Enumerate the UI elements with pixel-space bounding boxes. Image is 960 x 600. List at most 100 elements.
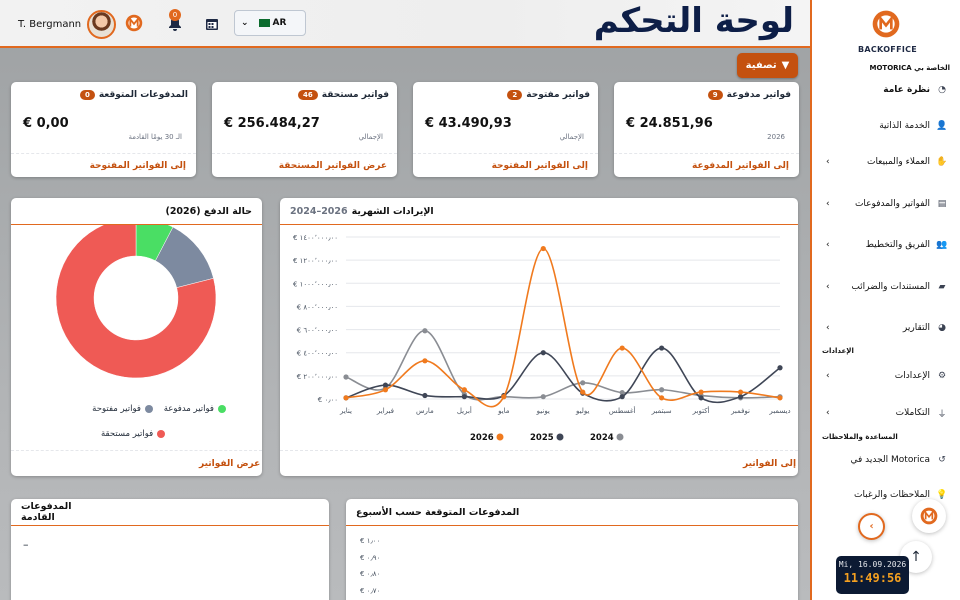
legend-dot[interactable] — [496, 433, 504, 441]
x-tick-label: ديسمبر — [768, 407, 790, 415]
kpi-link[interactable]: إلى الفواتير المفتوحة — [11, 153, 196, 177]
legend-item-overdue[interactable]: فواتير مستحقة — [101, 429, 166, 439]
kpi-count-badge: 0 — [79, 90, 95, 100]
kpi-card-open: فواتير مفتوحة 2 € 43.490,93 الإجمالي إلى … — [413, 82, 598, 177]
data-point[interactable] — [777, 365, 783, 371]
y-tick: € ١٫٠٠ — [360, 537, 381, 545]
data-point[interactable] — [422, 328, 428, 334]
sidebar-item-customers[interactable]: ‹ العملاء والمبيعات ✋ — [826, 156, 948, 168]
y-tick-label: € ٤٠٠٬٠٠٠٫٠٠ — [297, 350, 338, 358]
legend-dot — [218, 404, 226, 413]
user-name: T. Bergmann — [18, 18, 82, 30]
kpi-link[interactable]: إلى الفواتير المدفوعة — [614, 153, 799, 177]
x-tick-label: يناير — [339, 407, 352, 415]
data-point[interactable] — [619, 394, 625, 400]
weekly-title: المدفوعات المتوقعة حسب الأسبوع — [346, 499, 798, 526]
data-point[interactable] — [422, 358, 428, 364]
sidebar-item-reports[interactable]: ‹ التقارير ◕ — [814, 315, 960, 341]
data-point[interactable] — [343, 374, 349, 380]
payment-status-donut[interactable] — [11, 217, 262, 415]
kpi-link[interactable]: إلى الفواتير المفتوحة — [413, 153, 598, 177]
data-point[interactable] — [698, 389, 704, 395]
y-tick-label: € ١٠٠٠٬٠٠٠٫٠٠ — [293, 280, 338, 288]
sidebar-item-whats-new[interactable]: الجديد في Motorica ↺ — [814, 447, 960, 473]
pie-chart-icon: ◕ — [938, 323, 946, 333]
x-tick-label: مارس — [416, 407, 434, 415]
avatar[interactable] — [87, 9, 117, 39]
y-tick-label: € ٠٫٠٠ — [318, 396, 338, 404]
brand-logo[interactable]: BACKOFFICE — [858, 8, 917, 54]
folder-icon: ▰ — [938, 282, 946, 292]
revenue-title: الإيرادات الشهرية — [351, 205, 434, 217]
data-point[interactable] — [540, 394, 546, 400]
sidebar-item-invoices[interactable]: ‹ الفواتير والمدفوعات ▤ — [826, 198, 947, 210]
chevron-left-icon: ‹ — [869, 521, 874, 532]
kpi-title: فواتير مستحقة — [321, 90, 389, 100]
x-tick-label: أكتوبر — [692, 406, 710, 415]
data-point[interactable] — [422, 392, 428, 399]
y-tick-label: € ٦٠٠٬٠٠٠٫٠٠ — [297, 327, 338, 335]
motorica-logo-icon[interactable] — [123, 12, 145, 34]
filter-label: تصفية — [745, 60, 777, 71]
sidebar-item-settings[interactable]: ‹ الإعدادات ⚙ — [826, 370, 947, 382]
data-point[interactable] — [501, 394, 507, 400]
arrow-up-icon: ↑ — [910, 549, 922, 565]
sidebar-item-integrations[interactable]: ‹ التكاملات ⏚ — [826, 407, 947, 420]
series-line-2024[interactable] — [345, 329, 781, 401]
x-tick-label: يوليو — [575, 407, 589, 415]
language-select[interactable]: ⌄ AR — [234, 10, 306, 36]
to-invoices-link[interactable]: إلى الفواتير — [280, 450, 798, 476]
kpi-subtitle: الإجمالي — [559, 133, 584, 141]
legend-item-open[interactable]: فواتير مفتوحة — [92, 404, 153, 414]
filter-button[interactable]: تصفية ▼ — [737, 53, 798, 78]
series-line-2026[interactable] — [345, 247, 781, 408]
x-tick-label: سبتمبر — [651, 407, 672, 415]
data-point[interactable] — [777, 395, 783, 401]
data-point[interactable] — [343, 395, 349, 401]
donut-legend: فواتير مدفوعة فواتير مفتوحة — [71, 404, 226, 414]
series-line-2025[interactable] — [345, 347, 781, 404]
data-point[interactable] — [737, 389, 744, 395]
data-point[interactable] — [382, 387, 389, 393]
data-point[interactable] — [619, 390, 625, 396]
kpi-link[interactable]: عرض الفواتير المستحقة — [212, 153, 397, 177]
data-point[interactable] — [461, 387, 467, 393]
sidebar-item-self-service[interactable]: الخدمة الذاتية 👤 — [879, 120, 948, 132]
data-point[interactable] — [659, 387, 665, 393]
data-point[interactable] — [580, 389, 586, 395]
legend-dot[interactable] — [556, 433, 564, 441]
kpi-count-badge: 46 — [298, 90, 318, 100]
data-point[interactable] — [659, 345, 665, 351]
legend-item-paid[interactable]: فواتير مدفوعة — [164, 404, 226, 414]
revenue-range: 2024–2026 — [290, 205, 348, 217]
data-point[interactable] — [659, 395, 665, 401]
legend-dot[interactable] — [616, 433, 624, 441]
motorica-assistant-button[interactable] — [912, 499, 946, 533]
sidebar-item-team[interactable]: ‹ الفريق والتخطيط 👥 — [826, 239, 948, 251]
sidebar-item-overview[interactable]: نظرة عامة ◔ — [814, 77, 960, 103]
x-tick-label: أبريل — [457, 406, 472, 415]
chevron-down-icon: ⌄ — [241, 18, 249, 28]
data-point[interactable] — [540, 350, 546, 356]
data-point[interactable] — [698, 395, 704, 401]
user-menu[interactable]: T. Bergmann — [18, 9, 117, 39]
collapse-sidebar-button[interactable]: ‹ — [858, 513, 885, 540]
monthly-revenue-chart[interactable]: € ٠٫٠٠ € ٢٠٠٬٠٠٠٫٠٠ € ٤٠٠٬٠٠٠٫٠٠ € ٦٠٠٬٠٠٠٫… — [280, 225, 798, 450]
view-invoices-link[interactable]: عرض الفواتير — [11, 450, 262, 476]
sidebar-item-documents[interactable]: ‹ المستندات والضرائب ▰ — [814, 274, 960, 300]
kpi-title: فواتير مدفوعة — [726, 90, 791, 100]
sidebar-item-feedback[interactable]: الملاحظات والرغبات 💡 — [853, 489, 948, 501]
data-point[interactable] — [580, 380, 586, 386]
data-point[interactable] — [737, 394, 744, 400]
chevron-left-icon: ‹ — [826, 240, 830, 250]
donut-slice[interactable] — [55, 217, 217, 379]
notification-badge: 0 — [169, 9, 181, 21]
language-label: AR — [272, 18, 287, 28]
calendar-icon[interactable] — [201, 13, 223, 35]
kpi-subtitle: الـ 30 يومًا القادمة — [128, 133, 182, 141]
data-point[interactable] — [382, 382, 389, 388]
data-point[interactable] — [461, 394, 467, 400]
data-point[interactable] — [540, 245, 546, 252]
sidebar-subtitle: MOTORICA الخاصة بي — [869, 64, 951, 72]
data-point[interactable] — [619, 345, 625, 351]
